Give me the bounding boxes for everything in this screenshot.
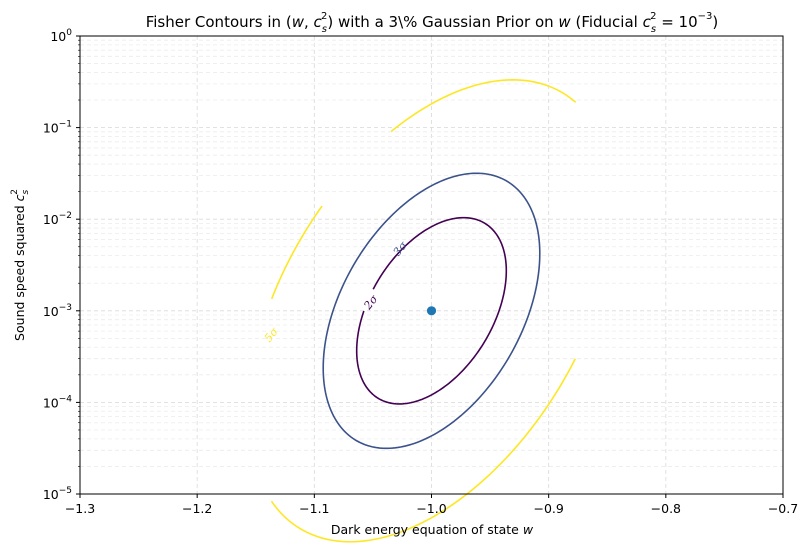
x-tick-label: −1.2 <box>182 501 212 516</box>
y-tick-label: 10−4 <box>43 394 72 410</box>
contour-5sigma <box>270 205 323 300</box>
grid-lines <box>79 36 784 495</box>
y-tick-label: 100 <box>50 28 72 44</box>
contour-label-3sigma: 3σ <box>391 239 410 259</box>
x-tick-label: −0.9 <box>533 501 563 516</box>
x-tick-label: −1.1 <box>299 501 329 516</box>
contour-labels: 2σ 3σ 5σ <box>262 239 410 345</box>
x-tick-label: −0.7 <box>768 501 798 516</box>
y-axis-label: Sound speed squared cs2 <box>10 189 31 341</box>
y-tick-label: 10−2 <box>43 211 72 227</box>
contour-2sigma <box>372 216 501 290</box>
fiducial-point <box>426 306 437 316</box>
x-axis-label: Dark energy equation of state w <box>331 522 534 537</box>
y-tick-label: 10−1 <box>43 120 72 136</box>
fiducial-point-layer <box>426 306 437 316</box>
axis-ticks: −1.3 −1.2 −1.1 −1.0 −0.9 −0.8 −0.7 10−5 10−4 10−3… <box>43 28 798 516</box>
contour-label-5sigma: 5σ <box>262 325 281 345</box>
contour-5sigma <box>390 79 577 133</box>
contour-2sigma <box>355 239 508 405</box>
y-tick-label: 10−5 <box>43 486 72 502</box>
contour-3sigma <box>322 172 541 450</box>
x-tick-label: −1.3 <box>65 501 95 516</box>
chart-title: Fisher Contours in (w, cs2) with a 3\% G… <box>146 11 719 35</box>
contour-label-2sigma: 2σ <box>361 292 381 313</box>
contour-lines <box>270 79 577 543</box>
x-tick-label: −1.0 <box>416 501 446 516</box>
x-tick-label: −0.8 <box>651 501 681 516</box>
y-tick-label: 10−3 <box>43 303 72 319</box>
contour-5sigma <box>270 358 576 543</box>
